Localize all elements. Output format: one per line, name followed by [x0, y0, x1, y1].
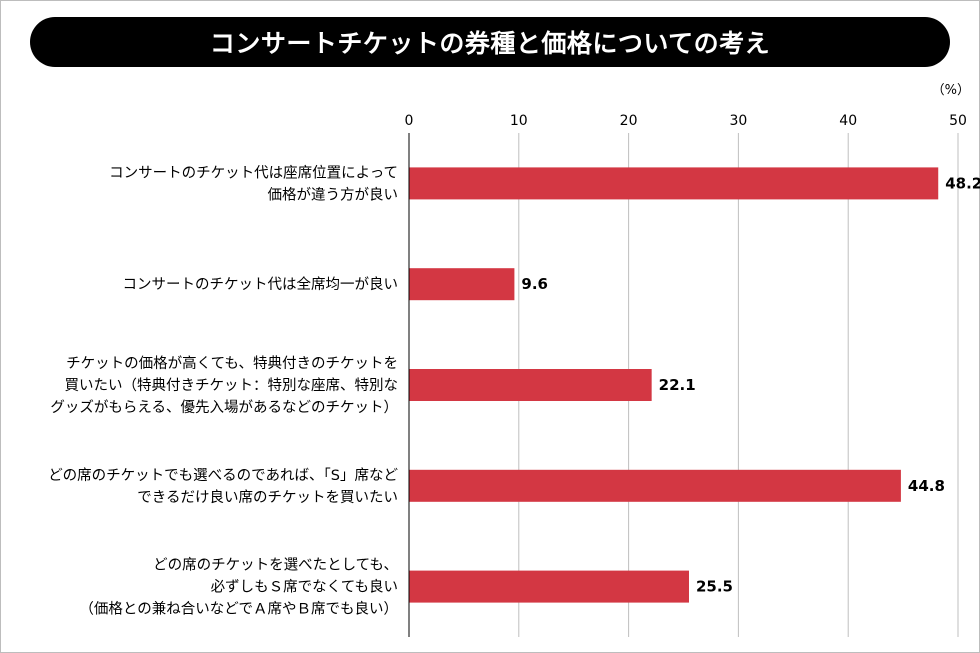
- value-label-2: 9.6: [521, 275, 548, 293]
- value-label-5: 25.5: [696, 578, 733, 596]
- category-label-1: コンサートのチケット代は座席位置によって価格が違う方が良い: [109, 164, 398, 203]
- category-label-5: どの席のチケットを選べたとしても、必ずしもＳ席でなくても良い（価格との兼ね合いな…: [79, 557, 398, 618]
- tick-label-30: 30: [729, 113, 747, 129]
- tick-label-40: 40: [839, 113, 857, 129]
- value-label-3: 22.1: [659, 376, 696, 394]
- bars: 48.2 9.6 22.1 44.8 25.5: [409, 167, 980, 603]
- tick-label-50: 50: [949, 113, 967, 129]
- bar-5: [409, 570, 689, 603]
- bar-2: [409, 268, 515, 301]
- tick-label-10: 10: [510, 113, 528, 129]
- tick-label-0: 0: [405, 113, 414, 129]
- chart-title: コンサートチケットの券種と価格についての考え: [209, 29, 771, 58]
- bar-3: [409, 369, 652, 401]
- title-banner: コンサートチケットの券種と価格についての考え: [30, 17, 950, 67]
- value-label-4: 44.8: [908, 477, 945, 495]
- unit-label: （%）: [932, 83, 970, 98]
- bar-1: [409, 167, 939, 200]
- category-labels: コンサートのチケット代は座席位置によって価格が違う方が良いコンサートのチケット代…: [48, 164, 398, 617]
- x-axis-ticks: 0 10 20 30 40 50: [405, 113, 967, 129]
- tick-label-20: 20: [620, 113, 638, 129]
- category-label-4: どの席のチケットでも選べるのであれば、「S」席などできるだけ良い席のチケットを買…: [48, 467, 398, 506]
- category-label-2: コンサートのチケット代は全席均一が良い: [123, 275, 399, 293]
- bar-4: [409, 469, 901, 502]
- value-label-1: 48.2: [945, 174, 980, 192]
- category-label-3: チケットの価格が高くても、特典付きのチケットを買いたい（特典付きチケット：特別な…: [50, 355, 398, 416]
